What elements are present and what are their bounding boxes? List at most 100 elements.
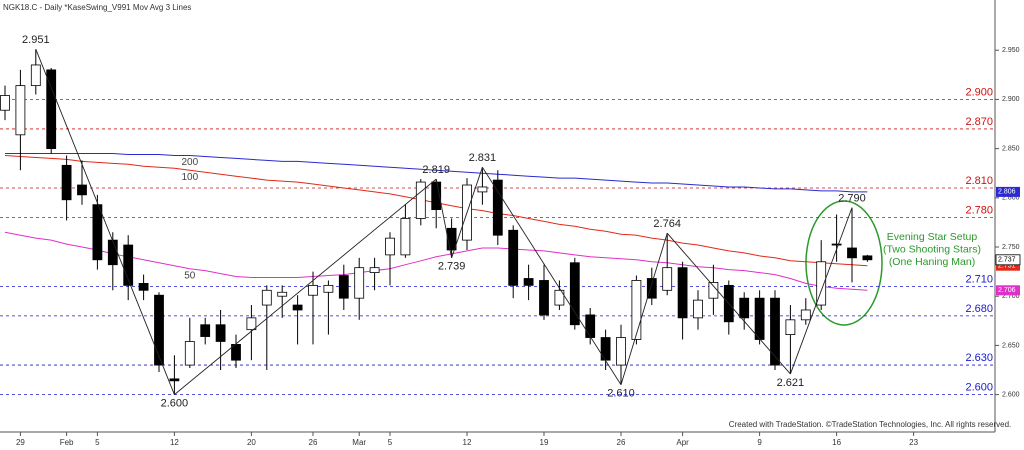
x-tick-label: 5 <box>388 438 393 447</box>
last-value-box <box>996 285 1020 296</box>
x-tick-label: 20 <box>247 438 256 447</box>
last-value-label: 2.806 <box>998 189 1016 196</box>
candle-body <box>369 267 380 273</box>
ma-line <box>4 231 868 291</box>
candle-body <box>492 179 503 236</box>
swing-label: 2.790 <box>838 193 866 205</box>
level-label: 2.870 <box>965 116 993 128</box>
x-tick-label: Mar <box>352 438 366 447</box>
candle-body <box>600 337 611 361</box>
x-tick-label: 5 <box>95 438 100 447</box>
last-price-label: 2.737 <box>998 257 1016 264</box>
swing-line <box>174 178 437 395</box>
candle-body <box>785 319 796 335</box>
candle-body <box>554 289 565 306</box>
candle-body <box>92 204 103 261</box>
candle-body <box>138 283 149 291</box>
y-tick-label: 2.600 <box>1002 391 1020 398</box>
last-value-box <box>996 186 1020 197</box>
candle-body <box>677 267 688 319</box>
x-tick-label: 23 <box>909 438 918 447</box>
candle-body <box>862 255 873 261</box>
level-label: 2.710 <box>965 273 993 285</box>
level-label: 2.810 <box>965 175 993 187</box>
last-value-label: 2.731 <box>998 263 1016 270</box>
x-tick-label: 26 <box>617 438 626 447</box>
annotation-text: (One Haning Man) <box>889 256 975 268</box>
candle-body <box>277 291 288 297</box>
swing-line <box>482 167 622 386</box>
swing-label: 2.621 <box>777 377 805 389</box>
last-value-label: 2.706 <box>998 287 1016 294</box>
chart-title: NGK18.C - Daily *KaseSwing_V991 Mov Avg … <box>3 3 191 12</box>
x-tick-label: 16 <box>832 438 841 447</box>
swing-label: 2.831 <box>469 152 497 164</box>
candle-body <box>847 247 857 259</box>
swing-label: 2.739 <box>438 261 466 273</box>
y-tick-label: 2.900 <box>1002 96 1020 103</box>
candle-body <box>15 85 26 136</box>
candle-body <box>323 284 334 293</box>
candle-body <box>154 294 164 366</box>
x-tick-label: 29 <box>16 438 25 447</box>
candle-body <box>770 297 780 366</box>
last-price-box <box>995 254 1021 266</box>
candle-body <box>415 181 426 219</box>
y-tick-label: 2.750 <box>1002 244 1020 251</box>
footer: Created with TradeStation. ©TradeStation… <box>729 420 1012 429</box>
ma-name: 200 <box>181 157 198 168</box>
y-tick-label: 2.800 <box>1002 195 1020 202</box>
candle-body <box>662 267 673 291</box>
candle-body <box>354 267 365 299</box>
swing-line <box>666 232 791 375</box>
candle-body <box>523 278 534 286</box>
level-label: 2.900 <box>965 86 993 98</box>
candle-body <box>431 181 442 211</box>
highlight-ellipse <box>805 200 883 326</box>
swing-line <box>435 179 453 258</box>
candle-body <box>123 244 134 286</box>
candle-body <box>646 278 657 299</box>
candle-body <box>508 229 519 286</box>
candle-body <box>292 304 303 311</box>
candle-body <box>754 297 765 340</box>
candle-body <box>831 243 842 246</box>
candle-body <box>308 284 318 296</box>
candle-body <box>708 282 719 299</box>
candle-body <box>739 297 750 319</box>
candle-body <box>46 69 57 150</box>
candle-body <box>184 341 195 366</box>
x-tick-label: 26 <box>309 438 318 447</box>
candle-body <box>215 324 226 342</box>
candle-body <box>693 299 703 319</box>
swing-line <box>35 49 175 395</box>
candle-body <box>30 64 41 87</box>
candle-body <box>246 317 257 331</box>
candle-body <box>616 337 626 366</box>
last-value-box <box>996 260 1020 271</box>
annotation-text: Evening Star Setup <box>887 231 978 243</box>
level-label: 2.680 <box>965 303 993 315</box>
candle-body <box>400 218 411 256</box>
candle-body <box>569 262 580 326</box>
swing-label: 2.951 <box>22 34 50 46</box>
candle-body <box>77 184 87 196</box>
y-tick-label: 2.950 <box>1002 47 1020 54</box>
x-tick-label: 9 <box>757 438 762 447</box>
candle-body <box>816 261 827 306</box>
candle-body <box>61 164 72 201</box>
level-label: 2.600 <box>965 382 993 394</box>
candle-body <box>169 378 180 382</box>
candle-body <box>631 280 642 340</box>
x-tick-label: Feb <box>60 438 74 447</box>
candle-body <box>338 275 349 299</box>
x-tick-label: 12 <box>170 438 179 447</box>
candle-body <box>0 95 10 111</box>
swing-label: 2.764 <box>653 218 681 230</box>
ma-name: 50 <box>184 270 196 281</box>
y-tick-label: 2.650 <box>1002 342 1020 349</box>
swing-label: 2.819 <box>422 164 450 176</box>
